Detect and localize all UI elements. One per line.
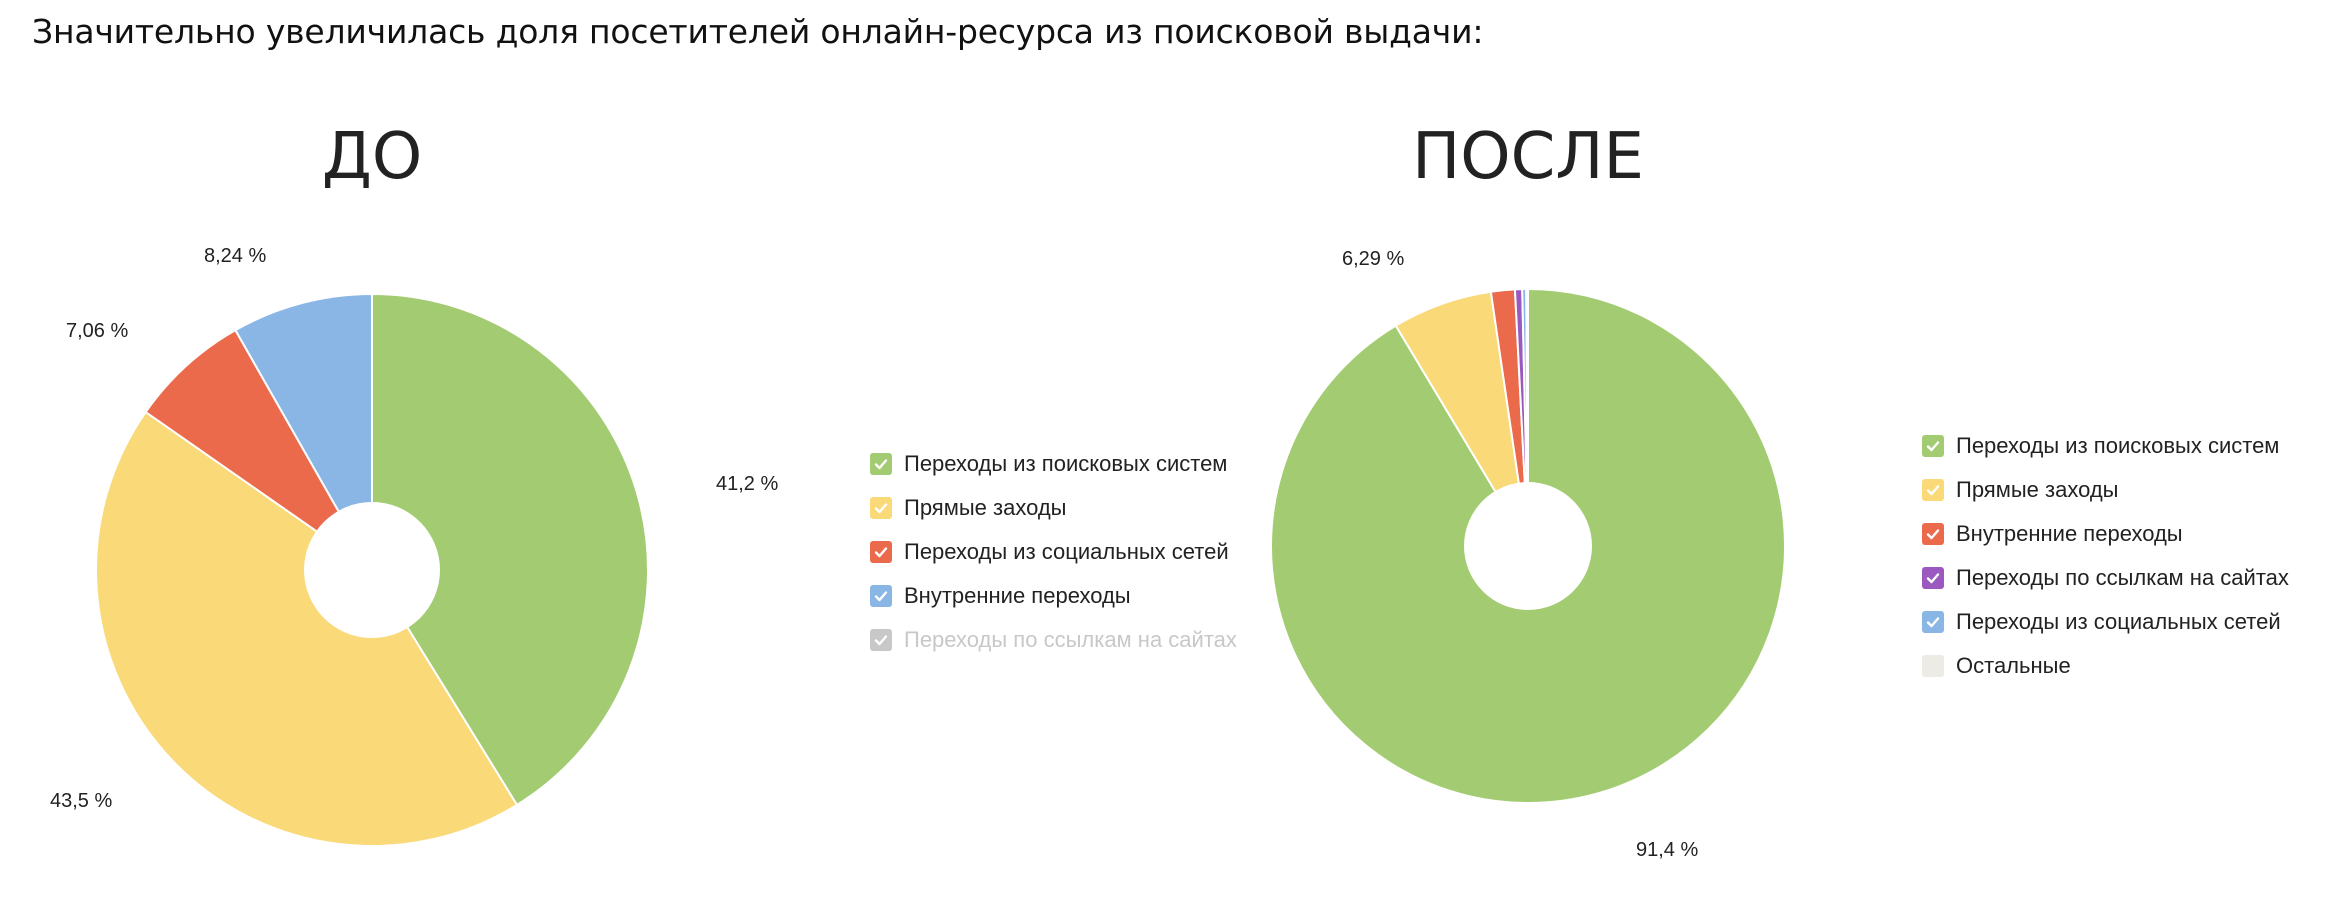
data-label-1-0: 91,4 % <box>1636 839 1699 861</box>
data-label-0-2: 7,06 % <box>66 320 129 342</box>
pie-slice-1-4 <box>1521 287 1529 547</box>
legend-item-1-1[interactable]: Прямые заходы <box>1922 468 2289 512</box>
legend-item-1-3[interactable]: Переходы по ссылкам на сайтах <box>1922 556 2289 600</box>
legend-label: Внутренние переходы <box>1956 521 2183 546</box>
legend-label: Переходы из поисковых систем <box>904 451 1228 476</box>
legend-label: Остальные <box>1956 653 2071 678</box>
pie-slice-1-0 <box>1270 287 1786 804</box>
data-label-0-3: 8,24 % <box>204 245 267 267</box>
legend-label: Прямые заходы <box>1956 477 2119 502</box>
checkbox-icon[interactable] <box>1922 611 1944 633</box>
legend-item-1-5[interactable]: Остальные <box>1922 644 2289 688</box>
legend-item-1-0[interactable]: Переходы из поисковых систем <box>1922 424 2289 468</box>
legend-before: Переходы из поисковых систем Прямые заход… <box>870 442 1237 662</box>
data-label-0-0: 41,2 % <box>716 473 779 495</box>
legend-item-0-2[interactable]: Переходы из социальных сетей <box>870 530 1237 574</box>
checkbox-icon[interactable] <box>1922 435 1944 457</box>
pie-slice-0-2 <box>144 328 373 571</box>
checkbox-icon[interactable] <box>870 497 892 519</box>
pie-slice-0-1 <box>95 410 519 847</box>
pie-slice-1-1 <box>1394 290 1529 547</box>
pie-slice-0-3 <box>234 292 373 574</box>
checkbox-icon[interactable] <box>870 585 892 607</box>
checkbox-icon[interactable] <box>1922 523 1944 545</box>
legend-after: Переходы из поисковых систем Прямые заход… <box>1922 424 2289 688</box>
legend-item-0-3[interactable]: Внутренние переходы <box>870 574 1237 618</box>
checkbox-icon[interactable] <box>870 541 892 563</box>
pie-hole-0 <box>304 502 440 638</box>
legend-label: Переходы по ссылкам на сайтах <box>904 627 1237 652</box>
checkbox-icon[interactable] <box>1922 567 1944 589</box>
checkbox-icon[interactable] <box>870 629 892 651</box>
data-label-0-1: 43,5 % <box>50 790 113 812</box>
legend-label: Внутренние переходы <box>904 583 1131 608</box>
pie-slice-1-3 <box>1513 288 1529 547</box>
legend-item-0-1[interactable]: Прямые заходы <box>870 486 1237 530</box>
checkbox-icon[interactable] <box>1922 655 1944 677</box>
checkbox-icon[interactable] <box>870 453 892 475</box>
legend-label: Прямые заходы <box>904 495 1067 520</box>
checkbox-icon[interactable] <box>1922 479 1944 501</box>
legend-item-1-2[interactable]: Внутренние переходы <box>1922 512 2289 556</box>
pie-slice-1-2 <box>1489 288 1529 547</box>
legend-item-1-4[interactable]: Переходы из социальных сетей <box>1922 600 2289 644</box>
legend-label: Переходы из социальных сетей <box>1956 609 2281 634</box>
legend-label: Переходы из социальных сетей <box>904 539 1229 564</box>
chart-title-before: ДО <box>321 120 423 194</box>
headline: Значительно увеличилась доля посетителей… <box>32 12 1484 51</box>
legend-label: Переходы по ссылкам на сайтах <box>1956 565 2289 590</box>
legend-label: Переходы из поисковых систем <box>1956 433 2280 458</box>
data-label-1-1: 6,29 % <box>1342 248 1405 270</box>
chart-title-after: ПОСЛЕ <box>1412 120 1644 194</box>
legend-item-0-0[interactable]: Переходы из поисковых систем <box>870 442 1237 486</box>
legend-item-0-4[interactable]: Переходы по ссылкам на сайтах <box>870 618 1237 662</box>
pie-slice-0-0 <box>371 292 649 807</box>
pie-hole-1 <box>1464 482 1592 610</box>
pie-slice-1-5 <box>1525 287 1529 547</box>
